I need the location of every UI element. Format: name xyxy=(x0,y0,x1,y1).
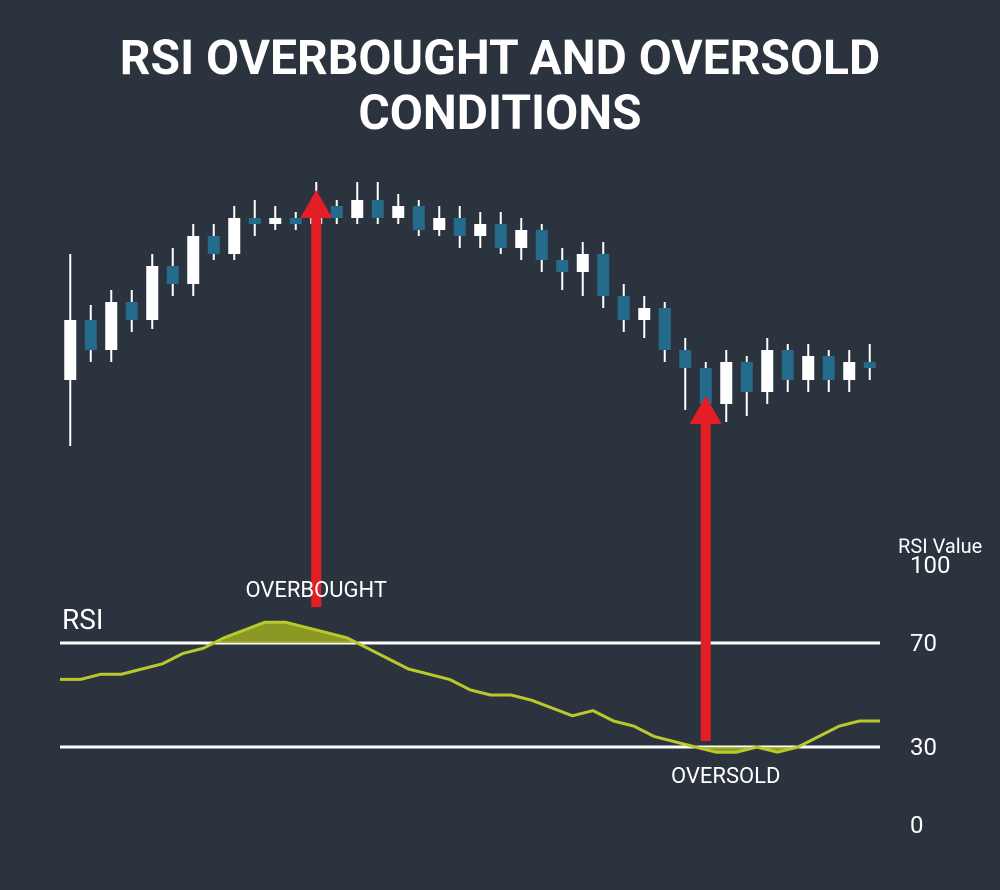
rsi-tick-label: 100 xyxy=(910,551,950,579)
rsi-title-label: RSI xyxy=(62,603,104,636)
rsi-tick-label: 30 xyxy=(910,733,937,761)
rsi-tick-label: 0 xyxy=(910,811,924,839)
chart-svg: RSIRSI Value10070300OVERBOUGHTOVERSOLD xyxy=(0,140,1000,860)
oversold-arrow xyxy=(690,396,722,741)
candlestick-chart xyxy=(64,182,876,446)
overbought-arrow xyxy=(300,190,332,607)
oversold-label: OVERSOLD xyxy=(671,764,780,789)
rsi-tick-label: 70 xyxy=(910,629,937,657)
page-title: RSI OVERBOUGHT AND OVERSOLD CONDITIONS xyxy=(0,0,1000,140)
chart-container: RSIRSI Value10070300OVERBOUGHTOVERSOLD xyxy=(0,140,1000,860)
overbought-label: OVERBOUGHT xyxy=(245,578,387,603)
rsi-chart: RSIRSI Value10070300 xyxy=(60,534,982,839)
